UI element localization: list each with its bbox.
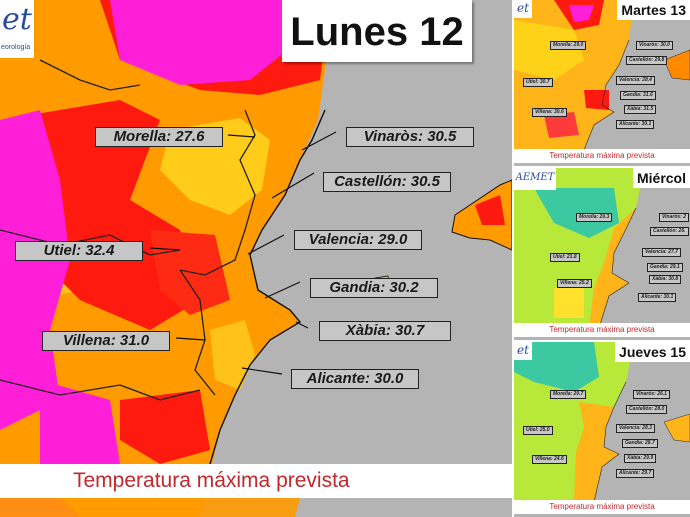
thumb-station-label: Utiel: 30.7	[523, 78, 553, 87]
thumb-station-label: Villena: 24.6	[532, 455, 567, 464]
thumb-station-label: Villena: 25.2	[557, 279, 592, 288]
thumb-station-label: Morella: 29.0	[550, 41, 587, 50]
thumbnail-day-title: Miércol	[632, 168, 690, 188]
thumbnail-caption: Temperatura máxima prevista	[514, 149, 690, 163]
logo-subtitle: eorología	[1, 44, 31, 51]
thumb-station-label: Xàbia: 30.8	[649, 275, 682, 284]
thumb-station-label: Valencia: 28.4	[616, 76, 655, 85]
thumb-station-label: Gandia: 29.1	[647, 263, 683, 272]
thumbnail-day-title: Martes 13	[617, 0, 690, 20]
thumb-station-label: Xàbia: 29.9	[624, 454, 657, 463]
station-label-castellon: Castellón: 30.5	[323, 172, 451, 192]
thumb-station-label: Morella: 20.7	[550, 390, 587, 399]
thumbnail-martes-13[interactable]: et Martes 13 Morella: 29.0 Vinaròs: 30.0…	[514, 0, 690, 166]
map-caption: Temperatura máxima prevista	[0, 464, 512, 498]
thumb-station-label: Morella: 20.3	[576, 213, 613, 222]
thumb-station-label: Valencia: 28.3	[616, 424, 655, 433]
thumb-station-label: Xàbia: 31.5	[624, 105, 657, 114]
station-label-alicante: Alicante: 30.0	[291, 369, 419, 389]
aemet-logo: et eorología	[0, 0, 34, 58]
thumbnail-logo: et	[514, 342, 532, 360]
thumb-station-label: Alicante: 30.1	[638, 293, 677, 302]
thumb-station-label: Castellón: 26.	[650, 227, 689, 236]
thumb-station-label: Alicante: 29.7	[616, 469, 655, 478]
station-label-xabia: Xàbia: 30.7	[319, 321, 451, 341]
station-label-utiel: Utiel: 32.4	[15, 241, 143, 261]
thumbnail-jueves-15[interactable]: et Jueves 15 Morella: 20.7 Vinaròs: 26.1…	[514, 342, 690, 517]
thumbnail-map-graphic	[514, 168, 644, 329]
thumbnail-logo: AEMET	[514, 168, 556, 190]
thumb-station-label: Utiel: 25.0	[523, 426, 553, 435]
thumb-station-label: Utiel: 21.8	[550, 253, 580, 262]
day-title: Lunes 12	[282, 0, 472, 62]
thumb-station-label: Gandia: 31.6	[620, 91, 656, 100]
thumbnail-day-title: Jueves 15	[615, 342, 690, 362]
station-label-gandia: Gandia: 30.2	[310, 278, 438, 298]
thumbnail-miercoles[interactable]: AEMET Miércol Morella: 20.3 Vinaròs: 2 C…	[514, 168, 690, 340]
thumb-station-label: Vinaròs: 26.1	[633, 390, 670, 399]
thumb-station-label: Valencia: 27.7	[642, 248, 681, 257]
station-label-morella: Morella: 27.6	[95, 127, 223, 147]
main-forecast-map: et eorología Lunes 12 Morella: 27.6 Vina…	[0, 0, 512, 517]
station-label-valencia: Valencia: 29.0	[294, 230, 422, 250]
logo-mark: et	[2, 2, 32, 37]
station-label-vinaros: Vinaròs: 30.5	[346, 127, 474, 147]
thumbnail-caption: Temperatura máxima prevista	[514, 323, 690, 337]
thumbnail-logo: et	[514, 0, 532, 18]
thumbnail-caption: Temperatura máxima prevista	[514, 500, 690, 514]
thumb-station-label: Alicante: 30.1	[616, 120, 655, 129]
thumb-station-label: Castellón: 29.8	[626, 56, 668, 65]
thumb-station-label: Gandia: 28.7	[622, 439, 658, 448]
thumb-station-label: Castellón: 28.0	[626, 405, 668, 414]
station-label-villena: Villena: 31.0	[42, 331, 170, 351]
thumb-station-label: Vinaròs: 2	[659, 213, 689, 222]
thumb-station-label: Vinaròs: 30.0	[636, 41, 673, 50]
thumb-station-label: Villena: 30.6	[532, 108, 567, 117]
